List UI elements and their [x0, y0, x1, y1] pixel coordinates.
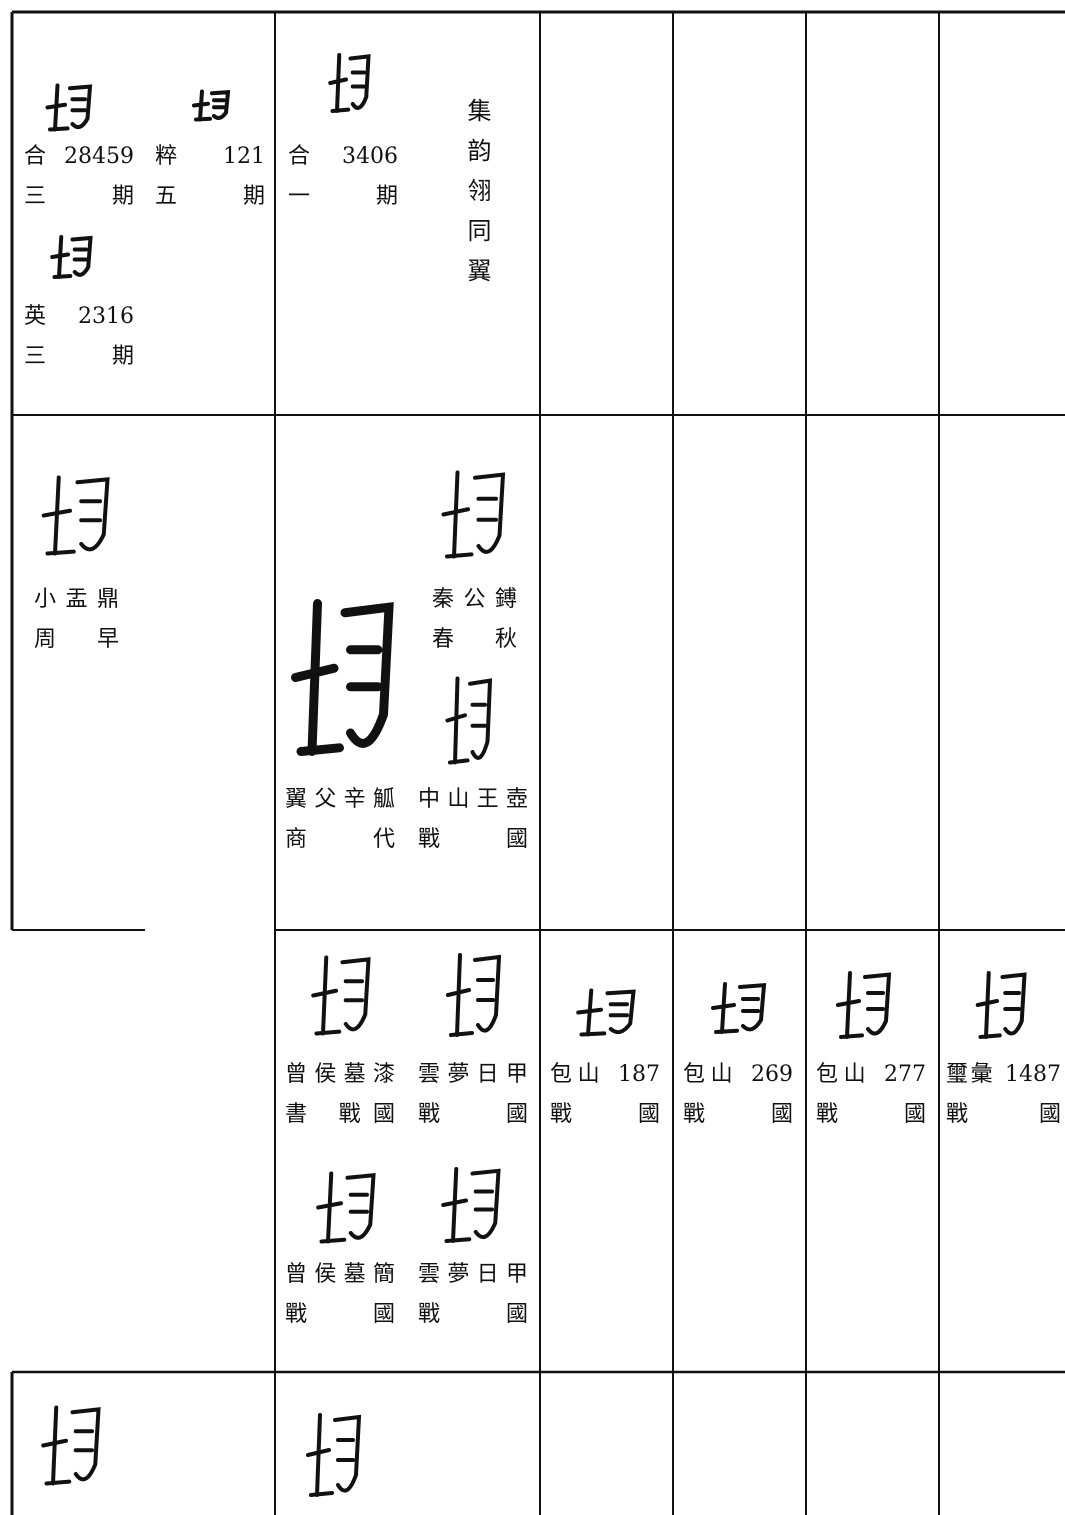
- period-label: 書 戰國: [285, 1102, 395, 1127]
- glyphs: [41, 53, 1027, 1497]
- source-label: 中山王壺: [418, 787, 528, 812]
- source-label: 雲夢日甲: [418, 1262, 528, 1287]
- character-glyph: [441, 1167, 501, 1243]
- character-glyph: [192, 89, 231, 122]
- source-label: 包山 277: [816, 1062, 926, 1087]
- period-label: 周 早: [34, 627, 119, 652]
- period-label: 戰 國: [418, 1102, 528, 1127]
- note: 集韵翎同翼: [463, 98, 491, 298]
- period-label: 戰 國: [946, 1102, 1061, 1127]
- period-label: 戰 國: [418, 1302, 528, 1327]
- source-label: 曾侯墓簡: [285, 1262, 395, 1287]
- period-label: 戰 國: [816, 1102, 926, 1127]
- period-label: 三 期: [24, 344, 134, 369]
- character-glyph: [328, 53, 371, 113]
- source-label: 合 28459: [24, 144, 134, 169]
- character-glyph: [441, 470, 506, 559]
- period-label: 戰 國: [418, 827, 528, 852]
- period-label: 一 期: [288, 184, 398, 209]
- period-label: 戰 國: [550, 1102, 660, 1127]
- source-label: 包山 269: [683, 1062, 793, 1087]
- character-glyph: [291, 599, 394, 756]
- source-label: 璽彙 1487: [946, 1062, 1061, 1087]
- character-glyph: [316, 1171, 376, 1244]
- source-label: 曾侯墓漆: [285, 1062, 395, 1087]
- source-label: 翼父辛觚: [285, 787, 395, 812]
- period-label: 三 期: [24, 184, 134, 209]
- source-label: 小盂鼎: [34, 587, 119, 612]
- period-label: 戰 國: [285, 1302, 395, 1327]
- character-glyph: [311, 955, 371, 1036]
- source-label: 雲夢日甲: [418, 1062, 528, 1087]
- character-glyph: [50, 235, 93, 279]
- character-glyph: [975, 971, 1027, 1039]
- source-label: 粹 121: [155, 144, 265, 169]
- character-glyph: [445, 676, 493, 765]
- period-label: 五 期: [155, 184, 265, 209]
- character-glyph: [836, 971, 892, 1039]
- period-label: 春 秋: [432, 627, 517, 652]
- period-label: 商 代: [285, 827, 395, 852]
- character-glyph: [41, 475, 110, 556]
- source-label: 包山 187: [550, 1062, 660, 1087]
- character-glyph: [446, 953, 502, 1037]
- character-glyph: [711, 982, 767, 1034]
- character-glyph: [45, 83, 93, 132]
- character-glyph: [41, 1405, 101, 1486]
- character-glyph: [576, 988, 636, 1037]
- character-glyph: [306, 1413, 362, 1497]
- source-label: 合 3406: [288, 144, 398, 169]
- period-label: 戰 國: [683, 1102, 793, 1127]
- source-label: 英 2316: [24, 304, 134, 329]
- source-label: 秦公鎛: [432, 587, 517, 612]
